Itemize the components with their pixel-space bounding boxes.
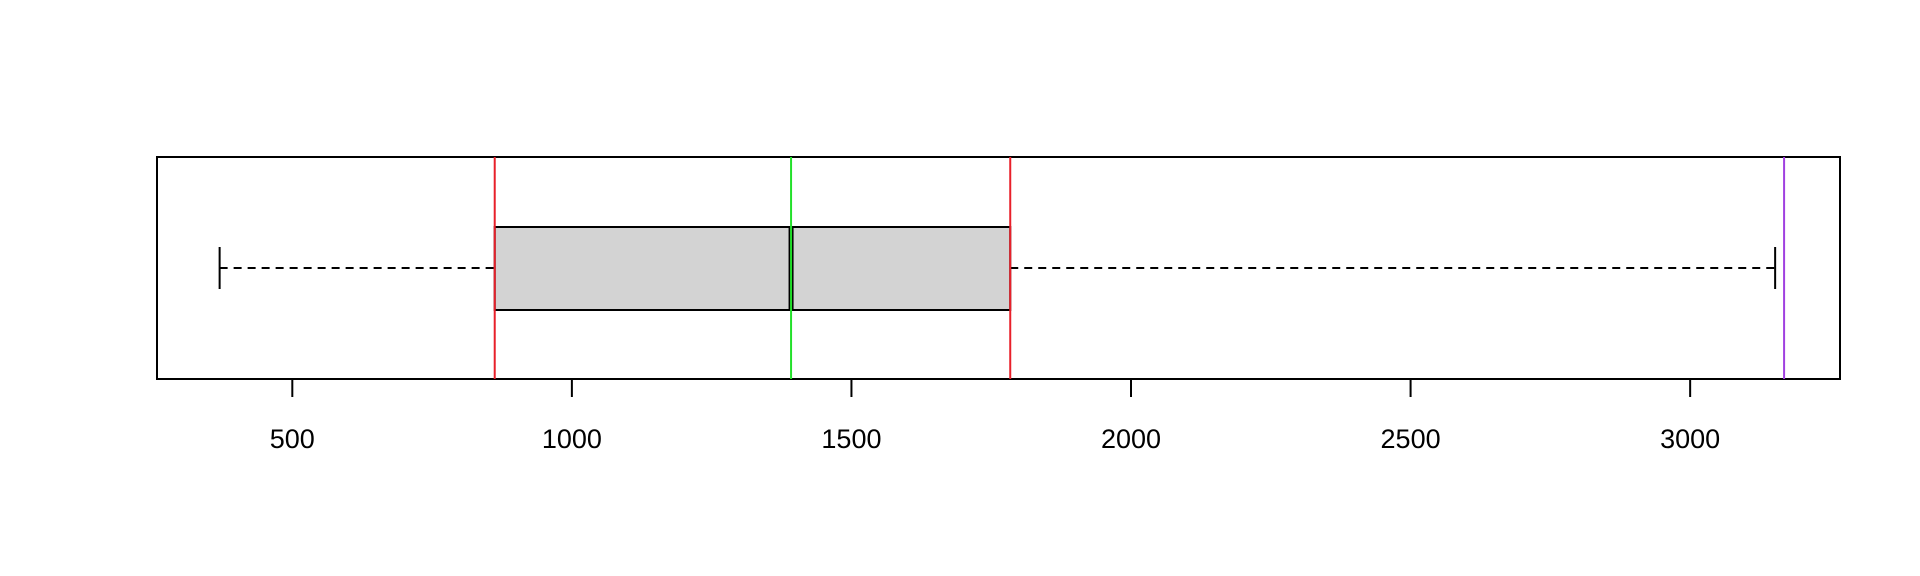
x-tick-label-1000: 1000 <box>542 424 602 454</box>
x-tick-label-1500: 1500 <box>821 424 881 454</box>
box-iqr <box>493 226 1012 311</box>
x-tick-label-3000: 3000 <box>1660 424 1720 454</box>
chart-marks <box>218 157 1786 379</box>
x-axis: 500 1000 1500 2000 2500 3000 <box>270 379 1720 454</box>
x-tick-label-2000: 2000 <box>1101 424 1161 454</box>
x-tick-label-2500: 2500 <box>1381 424 1441 454</box>
plot-frame <box>156 156 1841 380</box>
x-tick-label-500: 500 <box>270 424 315 454</box>
